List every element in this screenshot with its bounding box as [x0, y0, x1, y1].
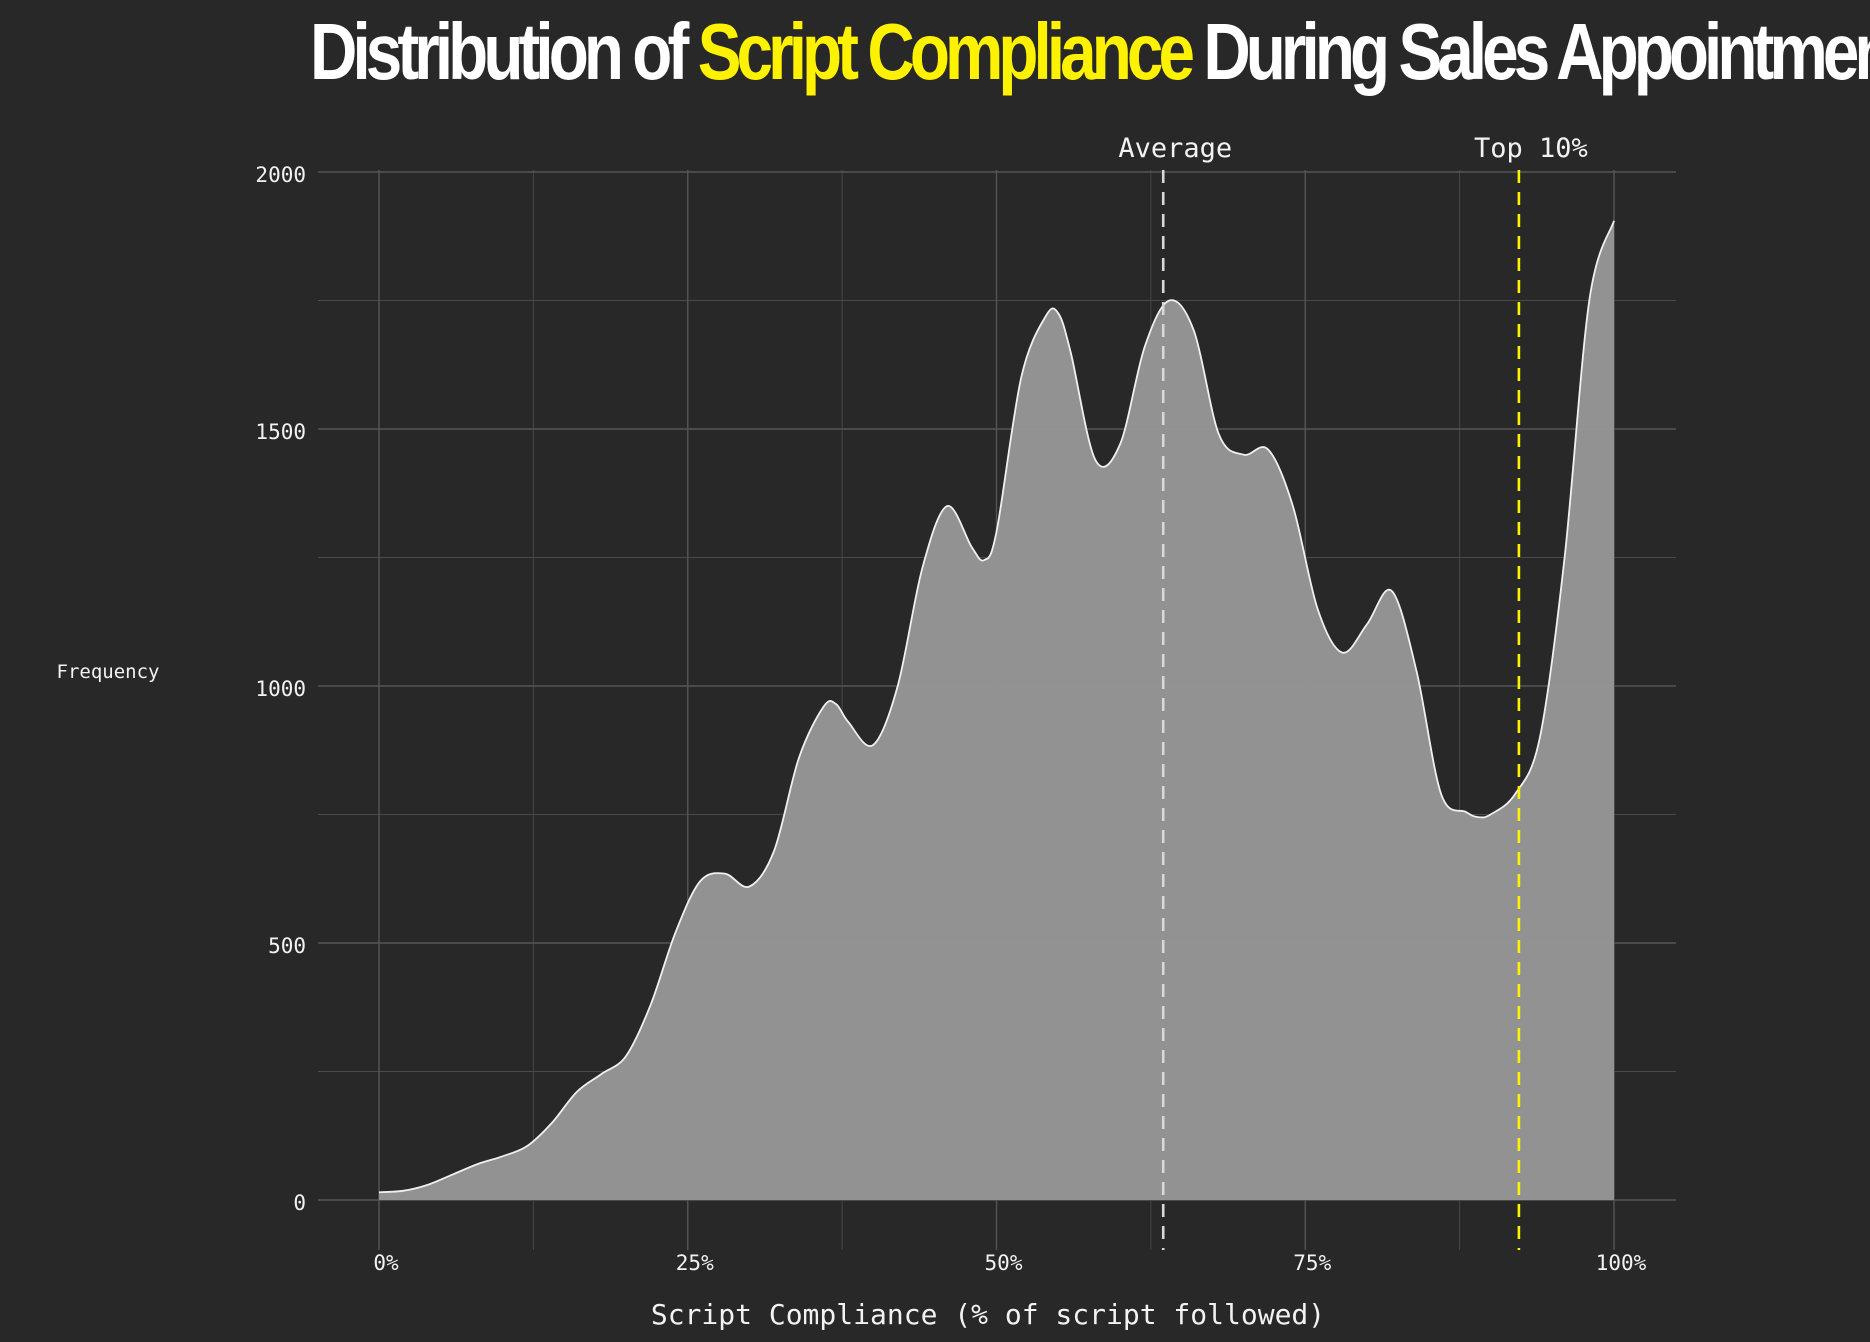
- y-tick-label: 1000: [255, 677, 306, 701]
- y-tick-label: 2000: [255, 163, 306, 187]
- title-part-2: During Sales Appointments: [1190, 7, 1870, 96]
- title-part-1: Distribution of: [310, 7, 698, 96]
- title-highlight: Script Compliance: [697, 7, 1195, 96]
- x-tick-label: 0%: [373, 1251, 399, 1275]
- y-tick-label: 500: [268, 934, 306, 958]
- reference-lines: Average Top 10%: [1118, 133, 1588, 1250]
- y-axis-label: Frequency: [57, 661, 160, 683]
- density-area: [379, 220, 1614, 1201]
- x-tick-labels: 0% 25% 50% 75% 100%: [373, 1251, 1646, 1275]
- x-tick-label: 75%: [1293, 1251, 1331, 1275]
- x-tick-label: 100%: [1596, 1251, 1647, 1275]
- chart-title: Distribution of Script Compliance During…: [310, 2, 1870, 102]
- x-axis-label: Script Compliance (% of script followed): [651, 1298, 1325, 1331]
- x-tick-label: 25%: [676, 1251, 714, 1275]
- y-tick-labels: 0 500 1000 1500 2000: [255, 163, 306, 1215]
- reference-label-average: Average: [1118, 133, 1232, 164]
- x-tick-label: 50%: [985, 1251, 1023, 1275]
- reference-label-top-10: Top 10%: [1474, 133, 1588, 164]
- y-tick-label: 1500: [255, 420, 306, 444]
- y-tick-label: 0: [293, 1191, 306, 1215]
- density-outline: [378, 220, 1615, 1194]
